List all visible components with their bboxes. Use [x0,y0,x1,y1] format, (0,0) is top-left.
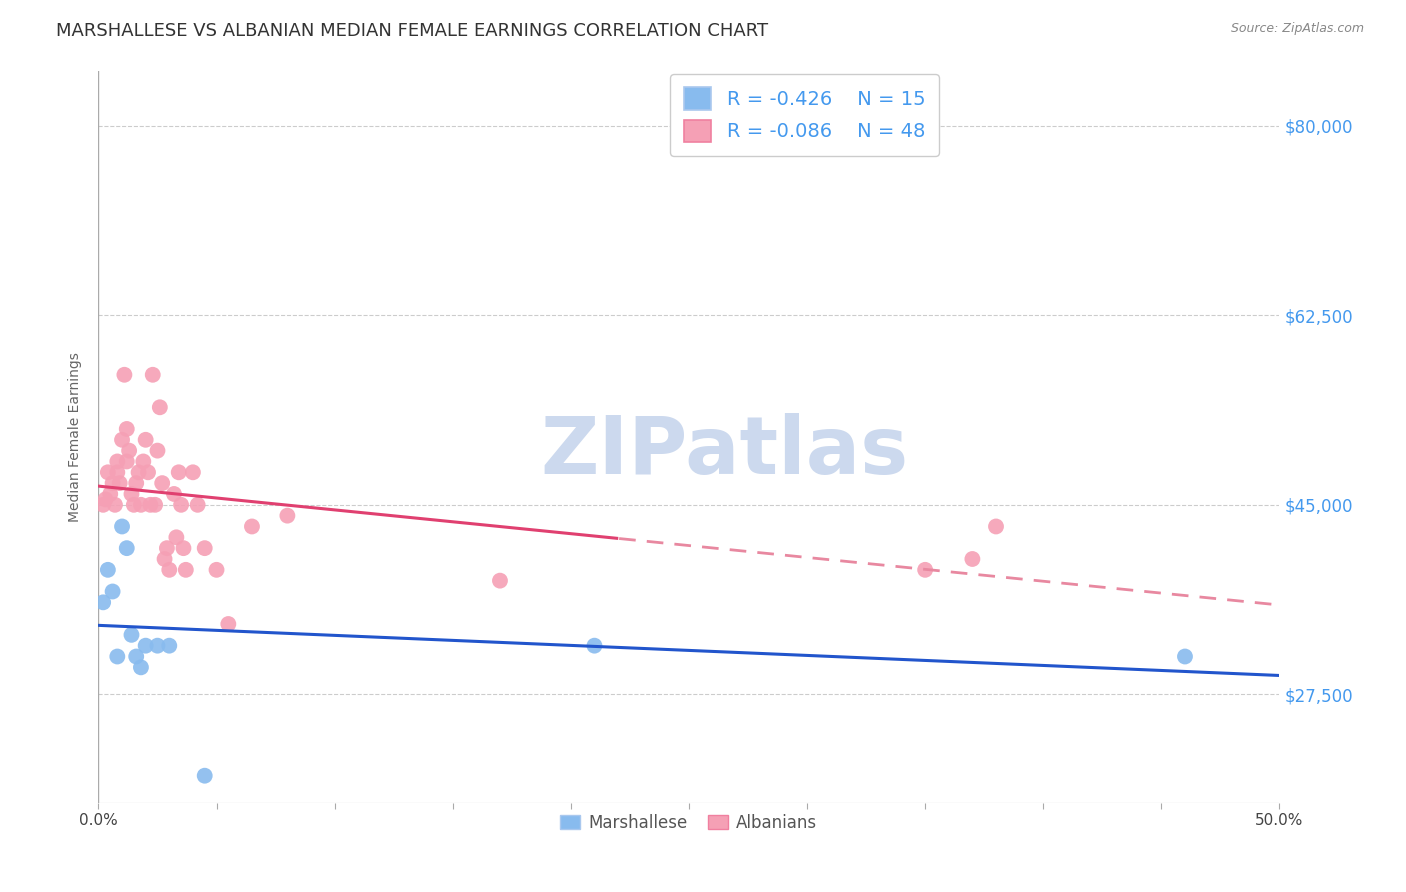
Point [146,639,169,653]
Point [121,487,143,501]
Point [132,454,155,468]
Point [914,563,936,577]
Y-axis label: Median Female Earnings: Median Female Earnings [69,352,83,522]
Point [167,465,190,479]
Point [111,433,134,447]
Point [194,769,217,783]
Point [149,401,172,415]
Point [156,541,179,556]
Point [118,443,141,458]
Point [1174,649,1197,664]
Point [105,649,128,664]
Point [217,617,239,632]
Point [170,498,193,512]
Point [128,465,150,479]
Point [121,628,143,642]
Point [129,660,152,674]
Point [276,508,298,523]
Point [111,519,134,533]
Point [165,530,187,544]
Point [135,639,157,653]
Point [108,476,131,491]
Text: MARSHALLESE VS ALBANIAN MEDIAN FEMALE EARNINGS CORRELATION CHART: MARSHALLESE VS ALBANIAN MEDIAN FEMALE EA… [56,22,768,40]
Point [240,519,263,533]
Point [94,492,117,507]
Point [962,552,984,566]
Text: Source: ZipAtlas.com: Source: ZipAtlas.com [1230,22,1364,36]
Legend: Marshallese, Albanians: Marshallese, Albanians [554,807,824,838]
Point [97,465,120,479]
Point [174,563,197,577]
Point [125,476,148,491]
Point [101,584,124,599]
Point [187,498,209,512]
Point [143,498,166,512]
Point [163,487,186,501]
Point [105,454,128,468]
Text: ZIPatlas: ZIPatlas [540,413,908,491]
Point [112,368,135,382]
Point [205,563,228,577]
Point [194,541,217,556]
Point [122,498,145,512]
Point [984,519,1007,533]
Point [98,487,121,501]
Point [104,498,127,512]
Point [136,465,159,479]
Point [153,552,176,566]
Point [146,443,169,458]
Point [105,465,128,479]
Point [91,595,114,609]
Point [142,368,165,382]
Point [129,498,152,512]
Point [97,563,120,577]
Point [135,433,157,447]
Point [115,454,138,468]
Point [139,498,162,512]
Point [157,563,180,577]
Point [150,476,173,491]
Point [91,498,114,512]
Point [489,574,512,588]
Point [101,476,124,491]
Point [157,639,180,653]
Point [125,649,148,664]
Point [115,422,138,436]
Point [583,639,606,653]
Point [181,465,204,479]
Point [172,541,194,556]
Point [115,541,138,556]
